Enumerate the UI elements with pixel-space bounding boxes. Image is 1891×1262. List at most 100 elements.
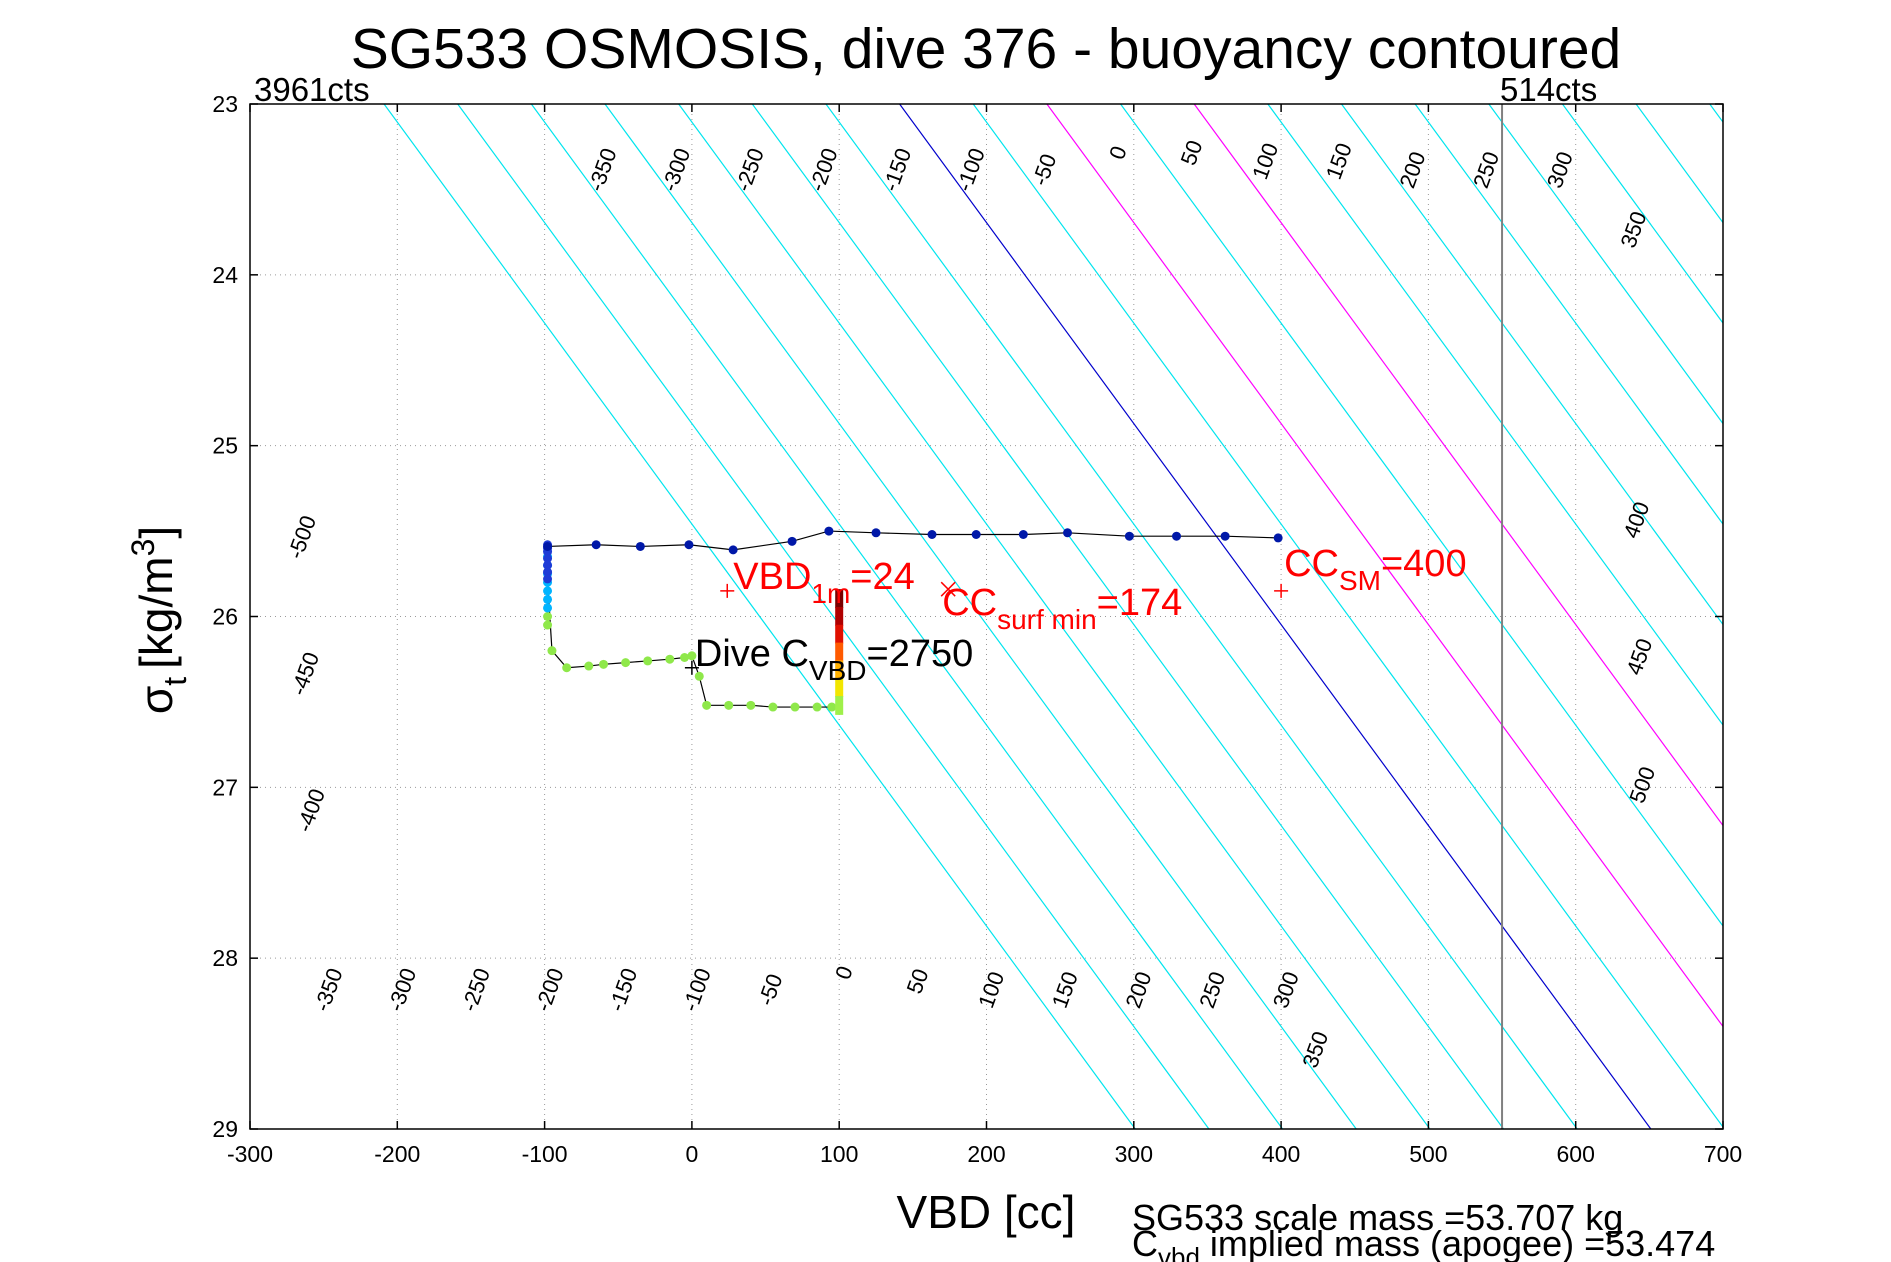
corner-left-label: 3961cts <box>254 71 370 108</box>
x-tick-label: -200 <box>374 1141 420 1167</box>
x-tick-label: 600 <box>1557 1141 1595 1167</box>
data-point <box>790 702 800 712</box>
contour-label: 0 <box>830 963 858 983</box>
x-tick-label: 300 <box>1115 1141 1153 1167</box>
data-point <box>621 658 631 668</box>
y-axis-ticks: 23 24 25 26 27 28 29 <box>212 91 1723 1142</box>
data-point <box>827 702 837 712</box>
contour-label: 250 <box>1468 148 1504 191</box>
x-tick-label: -100 <box>522 1141 568 1167</box>
data-point <box>728 545 738 555</box>
contour-line <box>457 104 1210 1129</box>
series-line <box>547 530 1279 551</box>
y-label-close: ] <box>130 526 182 539</box>
y-label-sub: t <box>157 677 193 686</box>
contour-label: -500 <box>283 512 322 562</box>
footer-rest: implied mass (apogee) =53.474 <box>1200 1223 1715 1262</box>
data-point <box>1124 531 1134 541</box>
data-point <box>543 553 553 563</box>
data-point <box>1172 531 1182 541</box>
data-point <box>543 567 553 577</box>
contour-label: -100 <box>677 965 716 1015</box>
x-tick-label: -300 <box>227 1141 273 1167</box>
data-point <box>543 541 553 551</box>
x-tick-label: 200 <box>967 1141 1005 1167</box>
data-point <box>665 654 675 664</box>
contour-line <box>1341 104 1723 626</box>
contour-line <box>825 104 1578 1129</box>
contour-label: 200 <box>1121 968 1157 1011</box>
contour-label: -100 <box>951 145 990 195</box>
contour-label: -150 <box>878 145 917 195</box>
marker-label: VBD1m=24 <box>733 556 915 609</box>
ramp-segment <box>835 642 844 662</box>
data-point <box>1063 528 1073 538</box>
data-point <box>584 661 594 671</box>
marker-x-b <box>940 581 956 597</box>
data-point <box>543 603 553 613</box>
contour-line <box>1120 104 1723 928</box>
contour-line <box>1267 104 1723 727</box>
contour-label: 350 <box>1297 1028 1333 1071</box>
data-point <box>702 700 712 710</box>
data-point <box>1018 530 1028 539</box>
contour-label: 50 <box>902 965 934 997</box>
footer-scale-mass: SG533 scale mass =53.707 kg <box>1132 1197 1623 1238</box>
contour-label: -400 <box>291 785 330 835</box>
marker-label: CCSM=400 <box>1284 543 1466 596</box>
contour-line <box>1783 104 1891 1129</box>
contour-label: 450 <box>1621 635 1657 678</box>
contour-label: 50 <box>1176 137 1208 169</box>
y-label-sup: 3 <box>125 539 161 557</box>
marker-label: Dive CVBD=2750 <box>695 633 973 686</box>
contour-line <box>530 104 1284 1129</box>
contour-label: 100 <box>1247 140 1283 183</box>
data-point <box>824 526 834 536</box>
contour-label: -200 <box>804 145 843 195</box>
x-tick-label: 700 <box>1704 1141 1742 1167</box>
contour-label: 300 <box>1542 148 1578 191</box>
contour-label: 150 <box>1321 140 1357 183</box>
contour-label: -250 <box>456 965 495 1015</box>
y-tick-label: 29 <box>212 1116 238 1142</box>
ramp-segment <box>835 696 844 715</box>
footer-c: C <box>1132 1223 1158 1262</box>
contour-label: 300 <box>1268 968 1304 1011</box>
contour-line <box>1488 104 1723 425</box>
contour-label: 200 <box>1394 148 1430 191</box>
contour-label: 250 <box>1194 968 1230 1011</box>
contour-label: 350 <box>1615 208 1651 251</box>
corner-right-label: 514cts <box>1500 71 1597 108</box>
y-tick-label: 26 <box>212 604 238 630</box>
contour-label: 400 <box>1618 498 1654 541</box>
footer-c-sub: vbd <box>1158 1242 1200 1262</box>
data-point <box>768 702 778 712</box>
contour-line <box>1046 104 1723 1028</box>
data-point <box>746 700 756 710</box>
contour-line <box>751 104 1505 1129</box>
data-point <box>543 574 553 584</box>
contour-label: -350 <box>309 965 348 1015</box>
y-label-units: [kg/m <box>130 556 182 668</box>
y-tick-label: 24 <box>212 262 238 288</box>
ramp-segment <box>835 589 844 608</box>
data-point <box>543 586 553 596</box>
contour-line <box>1635 104 1723 224</box>
y-tick-label: 25 <box>212 433 238 459</box>
data-point <box>694 671 704 681</box>
data-point <box>543 612 553 621</box>
contour-label: 100 <box>973 968 1009 1011</box>
x-tick-label: 100 <box>820 1141 858 1167</box>
y-axis-label: σt [kg/m3] <box>125 526 193 714</box>
data-point <box>591 540 601 550</box>
contour-label: -200 <box>530 965 569 1015</box>
data-point <box>562 663 572 673</box>
contour-line <box>1857 104 1891 1129</box>
x-tick-label: 500 <box>1409 1141 1447 1167</box>
contour-line <box>1709 104 1723 124</box>
data-point <box>543 560 553 570</box>
data-point <box>1220 531 1230 541</box>
contour-line <box>1561 104 1723 325</box>
data-point <box>871 528 881 538</box>
